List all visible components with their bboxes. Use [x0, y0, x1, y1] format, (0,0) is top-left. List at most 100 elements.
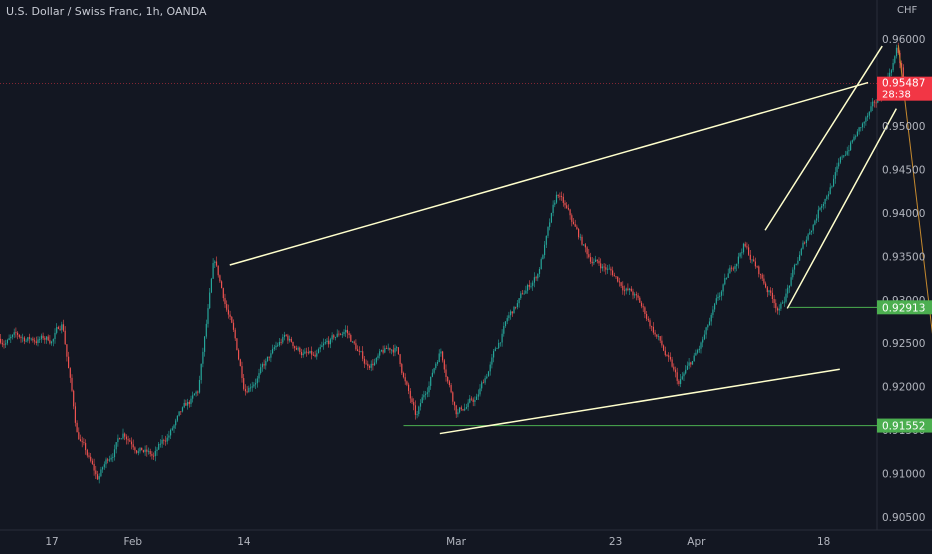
candle-body: [710, 314, 712, 322]
candle: [467, 399, 469, 411]
candle-body: [484, 378, 486, 383]
trendline[interactable]: [786, 108, 898, 309]
candle: [370, 360, 372, 372]
candle: [795, 263, 797, 266]
candle-body: [632, 291, 634, 296]
candle: [292, 341, 294, 349]
candle-body: [714, 303, 716, 310]
candle: [780, 301, 782, 311]
candle-body: [564, 202, 566, 206]
candle: [810, 230, 813, 236]
candle: [83, 438, 85, 446]
candle-body: [214, 261, 216, 264]
candle-body: [525, 290, 527, 294]
candle-body: [433, 368, 435, 373]
candle-body: [304, 351, 306, 354]
candle-body: [173, 425, 175, 429]
candle-body: [686, 365, 688, 370]
candle: [283, 331, 286, 341]
candle: [297, 346, 299, 352]
candle-body: [858, 127, 860, 132]
trendline[interactable]: [439, 368, 840, 435]
candle-body: [190, 398, 192, 404]
candle: [35, 336, 37, 346]
candle: [622, 281, 624, 295]
candle: [851, 139, 853, 144]
candle: [44, 336, 46, 344]
candle-body: [783, 301, 785, 303]
trendline[interactable]: [229, 81, 869, 266]
candle-body: [606, 268, 609, 270]
candle-body: [630, 288, 632, 292]
candle-body: [328, 340, 330, 345]
candle-body: [647, 318, 649, 321]
candle-body: [666, 355, 668, 356]
candle: [362, 346, 364, 362]
candle-body: [346, 329, 348, 334]
candle-body: [85, 443, 87, 451]
candle-body: [222, 288, 224, 299]
candle: [76, 420, 78, 433]
candle-body: [418, 406, 420, 415]
candle-body: [567, 208, 569, 210]
candle-body: [90, 456, 92, 461]
candle-body: [426, 392, 428, 394]
candle-body: [142, 450, 144, 452]
candle: [334, 336, 337, 341]
candle-body: [409, 391, 411, 399]
candle-body: [59, 328, 61, 330]
candle: [311, 346, 313, 360]
candle-body: [380, 350, 382, 352]
candle: [78, 427, 80, 440]
candle: [799, 251, 801, 261]
candle: [564, 200, 566, 209]
candle: [697, 348, 699, 355]
candle-body: [819, 207, 821, 210]
candle-body: [521, 293, 524, 295]
projection-arrow[interactable]: [897, 45, 932, 421]
candle-body: [108, 459, 110, 461]
candle: [130, 437, 133, 450]
candle: [765, 281, 767, 289]
candle-body: [868, 111, 870, 116]
candle-body: [600, 263, 602, 269]
candle: [314, 350, 316, 358]
candle: [600, 258, 602, 274]
candle-body: [654, 332, 656, 335]
candle: [181, 406, 184, 413]
candle: [134, 446, 136, 454]
candle: [751, 259, 753, 264]
candle: [397, 347, 399, 355]
candle: [232, 319, 235, 333]
candle-body: [668, 355, 670, 357]
candle-body: [272, 348, 274, 354]
candle: [431, 369, 433, 378]
candle: [523, 290, 525, 295]
candle: [260, 363, 262, 375]
trendline[interactable]: [764, 45, 883, 231]
candle-body: [221, 281, 223, 289]
candle-body: [681, 376, 683, 380]
candle: [168, 430, 170, 441]
candle: [73, 389, 75, 410]
candle: [753, 255, 755, 262]
candle-body: [453, 401, 456, 406]
x-tick-label: 18: [817, 536, 830, 548]
candle: [411, 396, 413, 405]
candle-body: [47, 336, 49, 341]
candle: [10, 334, 12, 343]
candle: [499, 342, 501, 347]
candle-body: [329, 339, 331, 345]
candle: [605, 263, 607, 275]
candle: [95, 465, 97, 479]
candle: [112, 453, 114, 463]
candle-body: [870, 106, 872, 112]
currency-label[interactable]: CHF: [897, 5, 918, 16]
candle: [423, 390, 425, 401]
candle: [613, 272, 615, 277]
candle: [708, 317, 711, 326]
candle-body: [771, 292, 773, 300]
